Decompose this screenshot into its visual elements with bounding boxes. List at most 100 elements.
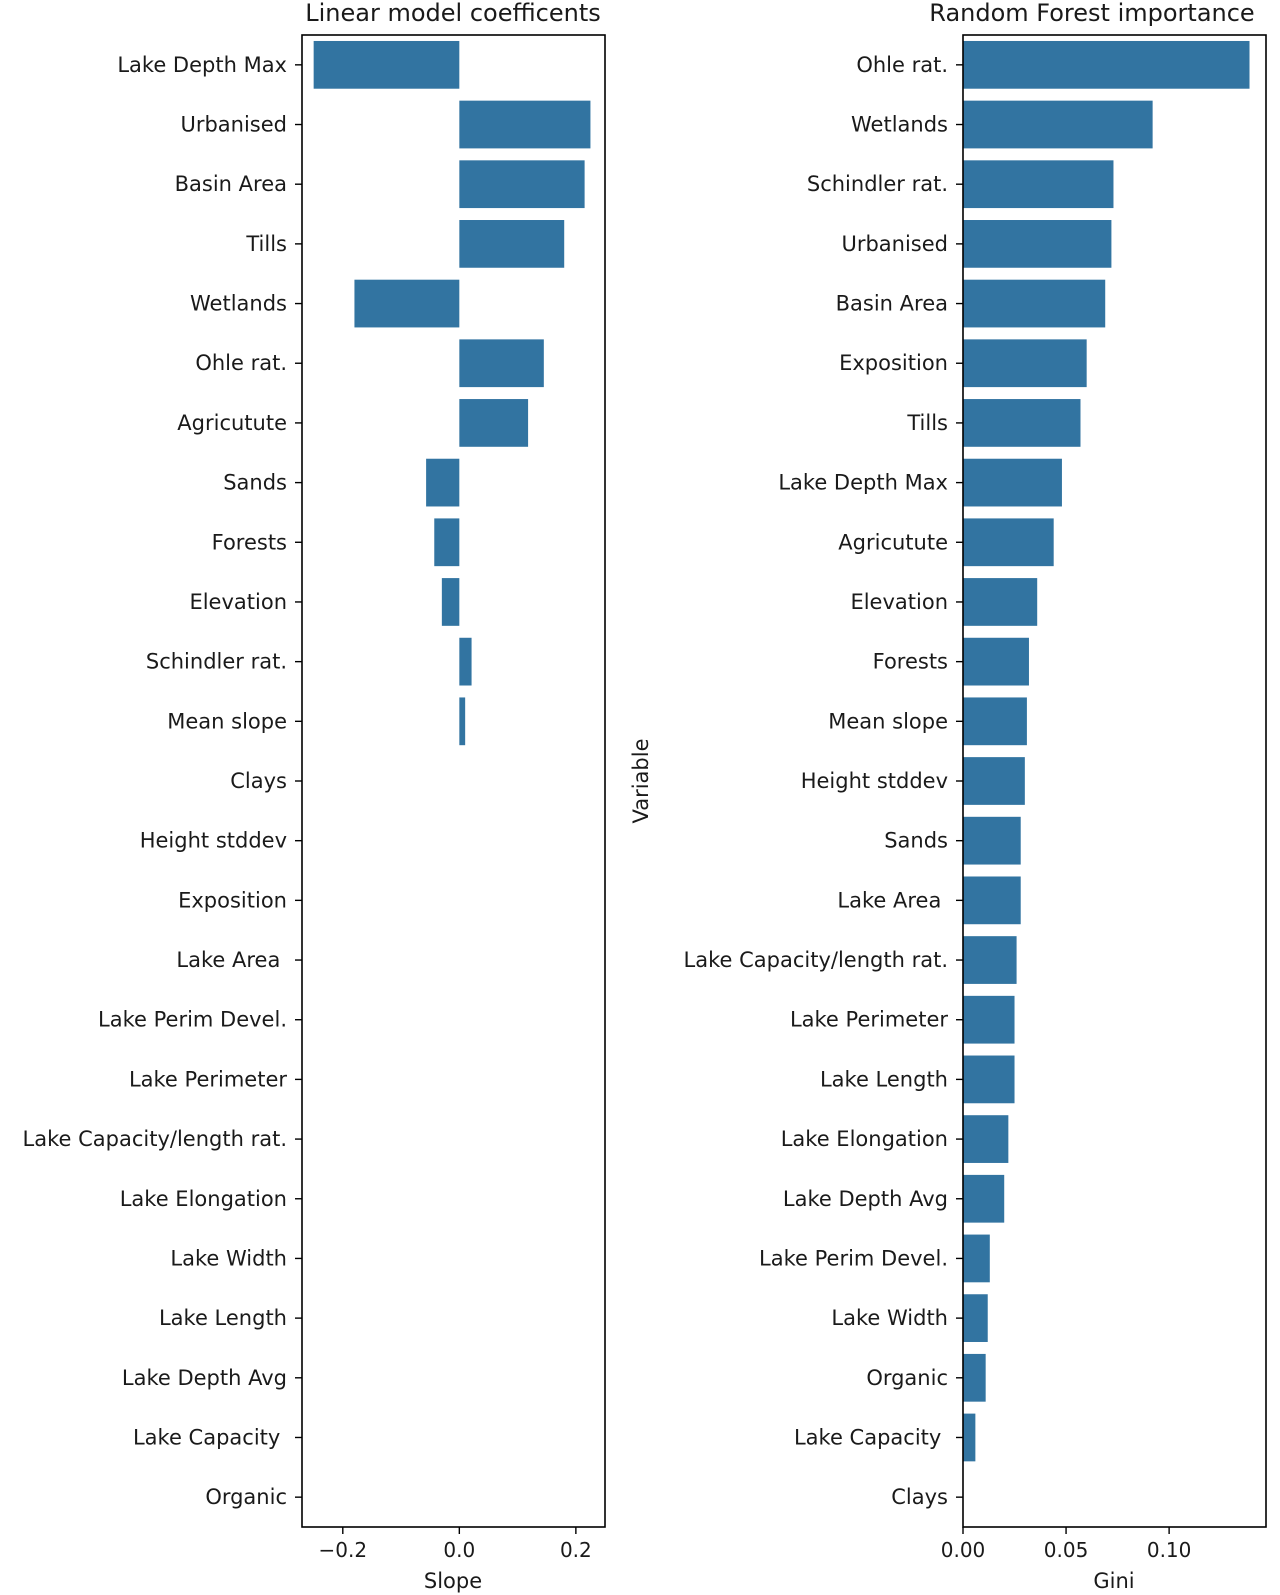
rf-x-ticks: 0.00 0.05 0.10 [941,1527,1192,1562]
linear-category-label-1: Urbanised [180,113,287,137]
rf-bar-13 [963,816,1021,865]
linear-bar-7 [426,458,460,507]
linear-category-label-21: Lake Length [159,1306,287,1330]
linear-bars [313,40,591,746]
rf-bar-8 [963,518,1054,567]
linear-bar-5 [459,339,544,388]
rf-bar-7 [963,458,1062,507]
random-forest-panel: Random Forest importance Variable Ohle r… [629,0,1267,1593]
rf-bar-11 [963,697,1027,746]
linear-category-label-24: Organic [205,1485,287,1509]
linear-category-label-17: Lake Perimeter [129,1067,287,1091]
rf-bar-17 [963,1055,1015,1104]
rf-category-label-10: Forests [873,650,948,674]
linear-bar-2 [459,160,585,209]
rf-bar-14 [963,876,1021,925]
linear-category-label-13: Height stddev [140,829,287,853]
rf-category-label-1: Wetlands [851,113,948,137]
rf-category-label-8: Agricutute [838,530,948,554]
linear-category-label-22: Lake Depth Avg [122,1366,287,1390]
linear-bar-6 [459,399,529,447]
linear-x-tick-label-0: −0.2 [318,1538,367,1562]
rf-category-label-16: Lake Perimeter [790,1008,948,1032]
rf-bar-1 [963,100,1153,149]
rf-bar-23 [963,1413,976,1462]
linear-model-panel: Linear model coefficents Lake Depth Max U… [23,0,606,1593]
rf-bars [963,40,1250,1462]
rf-category-label-23: Lake Capacity [794,1425,948,1449]
rf-bar-9 [963,578,1038,626]
linear-category-label-3: Tills [245,232,287,256]
linear-category-label-18: Lake Capacity/length rat. [23,1127,287,1151]
rf-panel-title: Random Forest importance [929,0,1254,27]
rf-bar-15 [963,936,1017,984]
linear-category-label-20: Lake Width [170,1246,287,1270]
rf-bar-21 [963,1294,988,1342]
rf-y-axis-label: Variable [629,738,653,823]
rf-category-label-3: Urbanised [841,232,948,256]
linear-bar-8 [434,518,460,567]
rf-category-label-7: Lake Depth Max [778,471,948,495]
linear-category-label-6: Agricutute [177,411,287,435]
rf-category-label-6: Tills [906,411,948,435]
rf-bar-20 [963,1234,990,1283]
rf-bar-16 [963,995,1015,1044]
rf-category-label-22: Organic [866,1366,948,1390]
linear-category-label-7: Sands [223,471,287,495]
rf-plot-frame [962,34,1267,1528]
linear-bar-11 [459,697,466,746]
rf-category-label-5: Exposition [839,351,948,375]
linear-x-axis-label: Slope [424,1569,482,1593]
linear-bar-3 [459,220,565,268]
rf-category-labels: Ohle rat. Wetlands Schindler rat. Urbanised… [684,53,963,1509]
linear-category-label-16: Lake Perim Devel. [98,1008,287,1032]
rf-category-label-12: Height stddev [801,769,948,793]
rf-x-axis-label: Gini [1093,1569,1134,1593]
rf-bar-18 [963,1115,1009,1163]
linear-x-tick-label-2: 0.2 [560,1538,592,1562]
rf-category-label-20: Lake Perim Devel. [759,1246,948,1270]
rf-bar-4 [963,279,1106,328]
linear-category-label-4: Wetlands [190,292,287,316]
linear-bar-9 [441,578,460,626]
rf-bar-12 [963,757,1025,805]
linear-category-label-5: Ohle rat. [195,351,287,375]
rf-bar-3 [963,220,1112,268]
rf-bar-2 [963,160,1114,209]
linear-category-label-0: Lake Depth Max [117,53,287,77]
rf-x-tick-label-2: 0.10 [1147,1538,1192,1562]
linear-category-label-11: Mean slope [167,709,287,733]
rf-category-label-11: Mean slope [828,709,948,733]
linear-category-label-23: Lake Capacity [133,1425,287,1449]
linear-bar-10 [459,637,472,686]
linear-bar-4 [354,279,460,328]
rf-x-tick-label-0: 0.00 [941,1538,986,1562]
rf-category-label-19: Lake Depth Avg [783,1187,948,1211]
rf-bar-5 [963,339,1087,388]
linear-category-label-8: Forests [212,530,287,554]
rf-bar-0 [963,40,1250,89]
rf-bar-10 [963,637,1029,686]
linear-plot-frame [301,34,606,1528]
linear-category-label-14: Exposition [178,888,287,912]
linear-category-label-2: Basin Area [175,172,287,196]
rf-category-label-15: Lake Capacity/length rat. [684,948,948,972]
rf-category-label-0: Ohle rat. [856,53,948,77]
linear-panel-title: Linear model coefficents [305,0,601,27]
linear-category-labels: Lake Depth Max Urbanised Basin Area Tills We… [23,53,302,1509]
rf-category-label-14: Lake Area [837,888,948,912]
linear-category-label-10: Schindler rat. [146,650,287,674]
rf-x-tick-label-1: 0.05 [1044,1538,1089,1562]
linear-bar-1 [459,100,591,149]
rf-category-label-2: Schindler rat. [807,172,948,196]
rf-bar-22 [963,1353,986,1402]
rf-category-label-24: Clays [891,1485,948,1509]
rf-bar-19 [963,1174,1005,1223]
rf-category-label-17: Lake Length [820,1067,948,1091]
rf-category-label-9: Elevation [850,590,948,614]
linear-x-ticks: −0.2 0.0 0.2 [318,1527,592,1562]
linear-category-label-15: Lake Area [176,948,287,972]
rf-bar-6 [963,399,1081,447]
linear-bar-0 [313,40,460,89]
